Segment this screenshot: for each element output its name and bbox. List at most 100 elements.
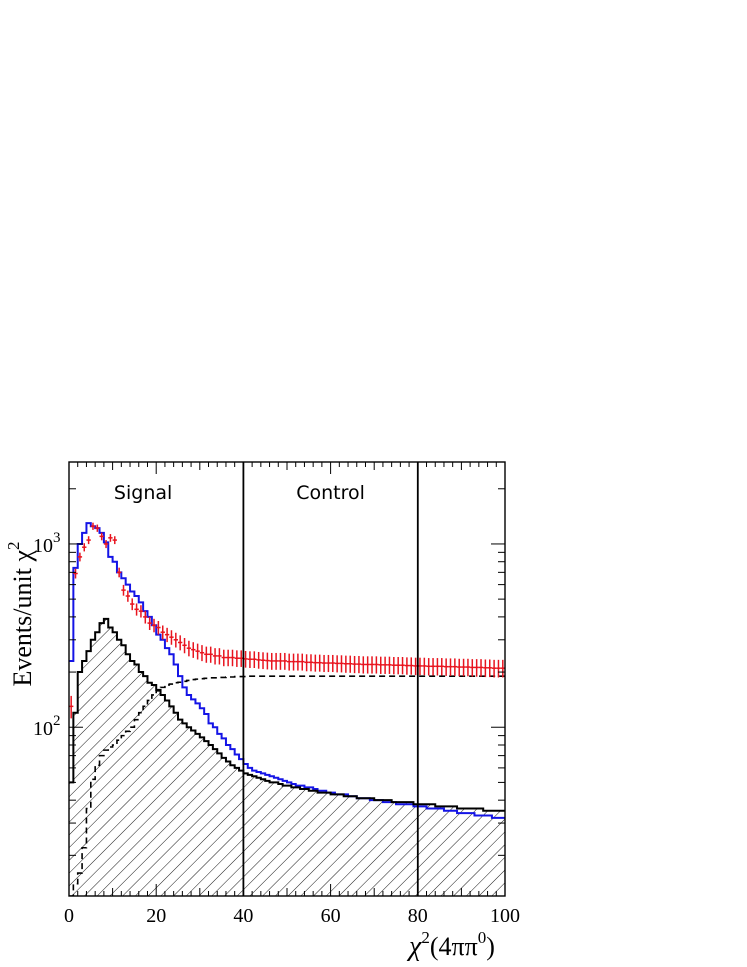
data-point xyxy=(396,657,401,675)
data-point xyxy=(269,652,274,670)
data-point xyxy=(221,649,226,667)
data-point xyxy=(217,648,222,665)
data-point xyxy=(478,659,484,677)
data-point xyxy=(382,656,388,674)
data-point xyxy=(448,658,453,676)
x-tick-label: 0 xyxy=(64,905,74,927)
data-point xyxy=(208,646,213,663)
data-point xyxy=(73,568,78,579)
hatched-histogram-fill xyxy=(69,618,505,896)
region-boundaries xyxy=(242,462,419,896)
y-tick-label: 102 xyxy=(33,713,61,740)
data-point xyxy=(404,657,410,675)
data-point xyxy=(295,653,301,671)
x-axis-title: χ2(4ππ0) xyxy=(406,928,495,962)
data-point xyxy=(186,640,192,657)
x-tick-label: 100 xyxy=(490,905,520,927)
data-point xyxy=(465,658,471,677)
y-tick-labels: 102 103 xyxy=(33,530,61,740)
data-point xyxy=(374,656,379,674)
data-point xyxy=(147,616,152,631)
data-point xyxy=(282,652,287,670)
data-point xyxy=(300,653,305,671)
data-point xyxy=(273,652,279,670)
dashed-histogram xyxy=(69,675,505,896)
data-point xyxy=(195,643,200,660)
data-point xyxy=(130,598,135,611)
data-point xyxy=(439,658,444,676)
data-point xyxy=(339,655,344,673)
region-label: Signal xyxy=(114,482,172,504)
data-point xyxy=(356,655,362,674)
data-point xyxy=(77,552,83,562)
data-point xyxy=(121,584,126,596)
data-point xyxy=(99,532,104,541)
data-point xyxy=(169,630,174,645)
x-tick-label: 20 xyxy=(146,905,166,927)
data-point xyxy=(343,655,349,673)
data-point xyxy=(496,659,501,678)
data-point xyxy=(260,652,266,670)
y-tick-label: 103 xyxy=(33,530,61,557)
data-point xyxy=(90,522,96,530)
data-point xyxy=(304,654,309,672)
data-point xyxy=(291,653,296,671)
data-point xyxy=(443,658,449,676)
data-point xyxy=(108,534,113,542)
data-point xyxy=(256,651,261,669)
data-point xyxy=(361,656,366,674)
data-point xyxy=(278,652,283,670)
y-axis-title: Events/unit χ2 xyxy=(4,542,37,687)
x-tick-label: 40 xyxy=(233,905,253,927)
data-point xyxy=(182,638,187,654)
data-point xyxy=(330,654,335,673)
data-point xyxy=(369,656,375,674)
data-point xyxy=(265,652,270,670)
data-point xyxy=(491,659,497,678)
data-point xyxy=(470,659,475,677)
data-point xyxy=(151,618,157,633)
data-point xyxy=(164,627,170,643)
black-histogram xyxy=(69,617,505,812)
data-point xyxy=(178,635,183,651)
data-point xyxy=(287,653,292,671)
data-point xyxy=(461,658,466,677)
data-point xyxy=(212,648,218,665)
data-point xyxy=(430,658,436,676)
axis-ticks xyxy=(68,462,506,896)
data-point xyxy=(487,659,492,678)
data-point xyxy=(435,658,440,676)
data-point xyxy=(400,657,405,675)
x-tick-label: 80 xyxy=(408,905,428,927)
data-point xyxy=(452,658,458,676)
data-point xyxy=(225,649,231,667)
data-point xyxy=(313,654,318,672)
data-point xyxy=(204,646,209,663)
data-point xyxy=(112,536,117,545)
data-point xyxy=(230,649,235,667)
data-point xyxy=(199,645,205,662)
data-point xyxy=(483,659,488,678)
data-point xyxy=(247,651,253,668)
data-point xyxy=(500,659,505,678)
data-point xyxy=(125,590,131,602)
data-point xyxy=(160,625,165,640)
x-tick-labels: 0 20 40 60 80 100 xyxy=(64,905,520,927)
x-tick-label: 60 xyxy=(321,905,341,927)
region-labels: Signal Control xyxy=(114,482,365,504)
data-point xyxy=(409,657,414,675)
data-point xyxy=(378,656,383,674)
data-point xyxy=(69,695,74,719)
data-point xyxy=(234,650,240,667)
data-point xyxy=(116,567,122,578)
blue-histogram xyxy=(69,522,505,819)
data-point xyxy=(422,657,427,676)
data-point xyxy=(326,654,331,673)
region-label: Control xyxy=(296,482,365,504)
plot-area xyxy=(69,522,505,896)
data-point xyxy=(391,657,396,675)
data-point xyxy=(321,654,327,673)
data-point xyxy=(474,659,479,677)
data-point xyxy=(365,656,370,674)
